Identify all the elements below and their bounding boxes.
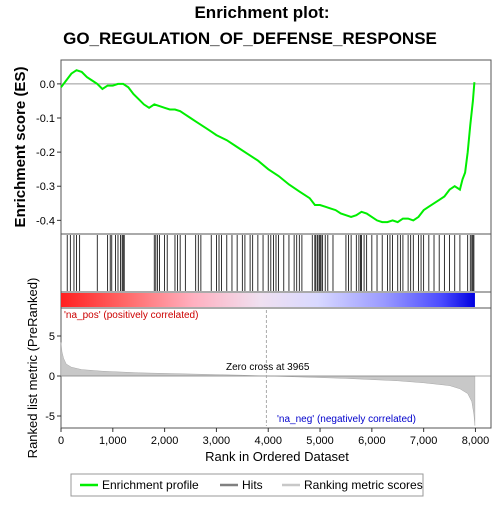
metric-y-tick-label: -5	[45, 411, 55, 423]
legend-label-metric: Ranking metric scores	[304, 478, 423, 492]
es-y-tick-label: -0.1	[36, 113, 55, 125]
metric-y-tick-label: 0	[49, 371, 55, 383]
legend-label-hits: Hits	[242, 478, 263, 492]
x-tick-label: 6,000	[358, 435, 386, 447]
metric-axis-title: Ranked list metric (PreRanked)	[25, 278, 40, 459]
es-y-tick-label: 0.0	[40, 79, 55, 91]
x-tick-label: 5,000	[306, 435, 334, 447]
heat-bar	[61, 293, 475, 307]
metric-y-axis: 5 0 -5	[45, 331, 61, 423]
legend-label-profile: Enrichment profile	[102, 478, 199, 492]
ranking-metric-area	[60, 342, 476, 426]
metric-y-tick-label: 5	[49, 331, 55, 343]
es-y-tick-label: -0.3	[36, 181, 55, 193]
metric-panel	[60, 307, 492, 429]
x-tick-label: 3,000	[203, 435, 231, 447]
x-tick-label: 0	[58, 435, 64, 447]
es-y-axis: 0.0 -0.1 -0.2 -0.3 -0.4	[36, 79, 61, 227]
enrichment-profile-line	[60, 69, 476, 224]
es-y-tick-label: -0.4	[36, 215, 55, 227]
x-tick-label: 8,000	[462, 435, 490, 447]
chart-title-line1: Enrichment plot:	[194, 3, 329, 22]
x-tick-label: 1,000	[99, 435, 127, 447]
neg-correlated-label: 'na_neg' (negatively correlated)	[277, 414, 416, 425]
zero-cross-label: Zero cross at 3965	[226, 362, 310, 373]
x-tick-label: 4,000	[254, 435, 282, 447]
pos-correlated-label: 'na_pos' (positively correlated)	[64, 310, 198, 321]
x-tick-label: 2,000	[151, 435, 179, 447]
x-axis: 0 1,000 2,000 3,000 4,000 5,000 6,000 7,000 8,00…	[58, 428, 489, 447]
es-panel	[60, 59, 492, 235]
es-y-tick-label: -0.2	[36, 147, 55, 159]
es-axis-title: Enrichment score (ES)	[12, 67, 29, 228]
x-tick-label: 7,000	[410, 435, 438, 447]
hits-marks	[66, 235, 475, 291]
legend	[70, 473, 424, 497]
x-axis-title: Rank in Ordered Dataset	[205, 449, 349, 464]
chart-title-line2: GO_REGULATION_OF_DEFENSE_RESPONSE	[63, 29, 437, 48]
